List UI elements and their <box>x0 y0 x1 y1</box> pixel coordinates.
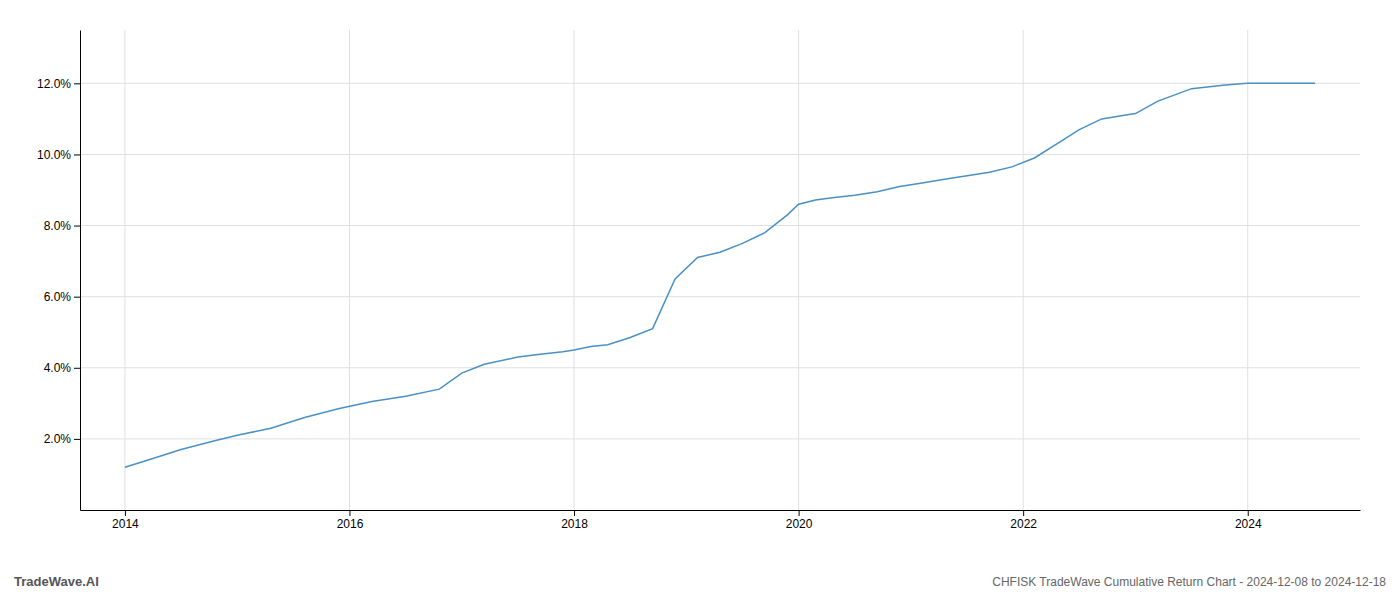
axis-line <box>80 31 81 511</box>
grid-line <box>124 30 125 510</box>
tick-label: 2014 <box>112 517 139 531</box>
tick: 2024 <box>1235 510 1262 531</box>
tick: 2018 <box>561 510 588 531</box>
title: CHFISK TradeWave Cumulative Return Chart… <box>992 575 1386 589</box>
tick: 2022 <box>1010 510 1037 531</box>
tick: 2.0% <box>44 432 80 446</box>
tick: 6.0% <box>44 290 80 304</box>
tick-mark <box>1023 510 1024 516</box>
grid-line <box>80 367 1360 368</box>
tick-mark <box>799 510 800 516</box>
tick-mark <box>74 226 80 227</box>
grid-line <box>80 154 1360 155</box>
tick-label: 2022 <box>1010 517 1037 531</box>
x-axis: 2014 2016 2018 2020 2022 2024 <box>81 510 1361 531</box>
grid-line <box>1247 30 1248 510</box>
tick-label: 2020 <box>786 517 813 531</box>
grid-line <box>574 30 575 510</box>
marks <box>125 83 1315 467</box>
grid <box>80 30 1360 510</box>
tick: 12.0% <box>37 77 80 91</box>
axis-line <box>81 510 1361 511</box>
tick-label: 2016 <box>337 517 364 531</box>
chart: 2014 2016 2018 2020 2022 2024 2.0% 4.0% 6.0% 8.0%… <box>0 0 1400 600</box>
plot-area: 2014 2016 2018 2020 2022 2024 2.0% 4.0% 6.0% 8.0%… <box>37 30 1361 531</box>
tick: 2014 <box>112 510 139 531</box>
grid-line <box>80 438 1360 439</box>
grid-line <box>80 83 1360 84</box>
grid-line <box>80 296 1360 297</box>
tick-mark <box>74 297 80 298</box>
tick: 2016 <box>337 510 364 531</box>
tick-label: 10.0% <box>37 148 71 162</box>
tick-mark <box>74 83 80 84</box>
tick-label: 2.0% <box>44 432 72 446</box>
tick-label: 2018 <box>561 517 588 531</box>
tick-mark <box>349 510 350 516</box>
annotation: TradeWave.AI <box>14 574 99 589</box>
tick-label: 8.0% <box>44 219 72 233</box>
grid-line <box>349 30 350 510</box>
tick-label: 12.0% <box>37 77 71 91</box>
grid-line <box>80 225 1360 226</box>
y-axis: 2.0% 4.0% 6.0% 8.0% 10.0% 12.0% <box>37 31 81 511</box>
grid-line <box>1023 30 1024 510</box>
tick-label: 2024 <box>1235 517 1262 531</box>
tick-mark <box>1248 510 1249 516</box>
tick-mark <box>574 510 575 516</box>
tick-label: 4.0% <box>44 361 72 375</box>
tick-mark <box>74 439 80 440</box>
tick-mark <box>125 510 126 516</box>
line <box>125 83 1315 467</box>
tick-mark <box>74 154 80 155</box>
tick-label: 6.0% <box>44 290 72 304</box>
texts: TradeWave.AI CHFISK TradeWave Cumulative … <box>14 574 1386 589</box>
tick: 8.0% <box>44 219 80 233</box>
tick: 2020 <box>786 510 813 531</box>
tick: 10.0% <box>37 148 80 162</box>
tick-mark <box>74 368 80 369</box>
grid-line <box>798 30 799 510</box>
tick: 4.0% <box>44 361 80 375</box>
